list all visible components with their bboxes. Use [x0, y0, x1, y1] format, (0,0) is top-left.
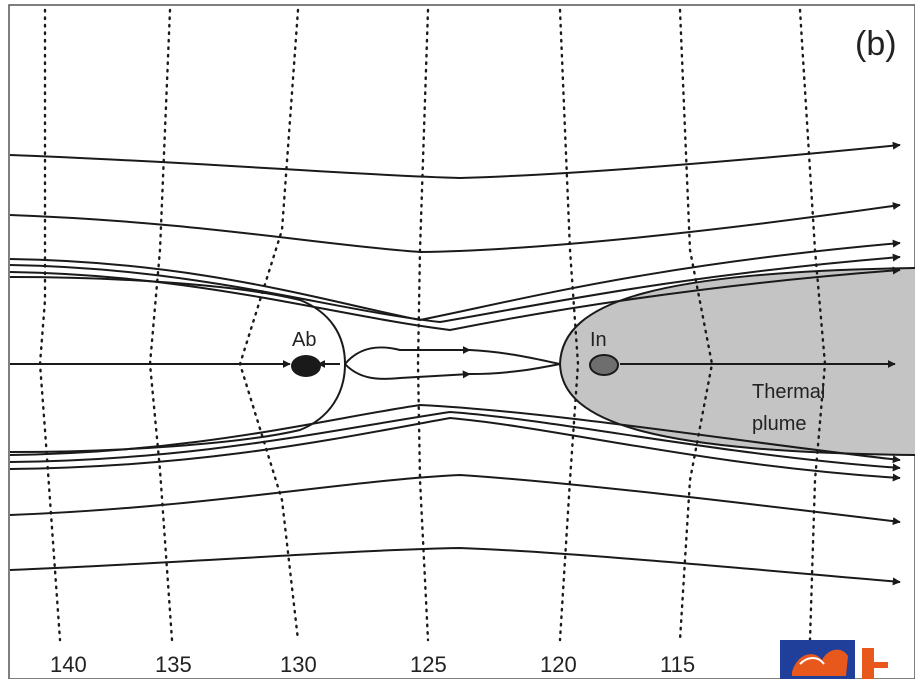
streamline: [9, 202, 901, 254]
contour-135: [148, 8, 174, 642]
streamline: [9, 416, 901, 482]
contour-125: [416, 8, 430, 642]
plume-boundary: [559, 267, 915, 456]
abstraction-well-label: Ab: [292, 329, 316, 351]
capture-zone-lines: [9, 276, 896, 453]
abstraction-well: [291, 355, 321, 377]
plot-frame: [8, 4, 915, 679]
contour-label-130: 130: [280, 652, 317, 677]
streamline: [9, 403, 901, 464]
contour-140: [38, 8, 62, 642]
publisher-logo-icon: [780, 640, 888, 679]
streamline: [9, 266, 901, 332]
streamlines: [9, 141, 901, 586]
contour-label-115: 115: [660, 652, 695, 677]
streamline: [9, 473, 901, 526]
contour-115: [678, 8, 714, 642]
streamline: [9, 141, 901, 180]
plume-label-line2: plume: [752, 413, 806, 435]
contour-value-labels: 140 135 130 125 120 115: [50, 652, 695, 677]
plume-label-line1: Thermal: [752, 381, 825, 403]
injection-well: [589, 354, 619, 376]
contour-120: [558, 8, 580, 642]
contour-label-125: 125: [410, 652, 447, 677]
streamline: [9, 546, 901, 586]
injection-well-label: In: [590, 329, 607, 351]
panel-label: (b): [855, 25, 897, 63]
contour-label-135: 135: [155, 652, 192, 677]
thermal-plume-region: [560, 268, 915, 455]
contour-label-120: 120: [540, 652, 577, 677]
streamline: [9, 253, 901, 324]
contour-130: [238, 8, 300, 642]
contour-label-140: 140: [50, 652, 87, 677]
streamline: [9, 410, 901, 472]
